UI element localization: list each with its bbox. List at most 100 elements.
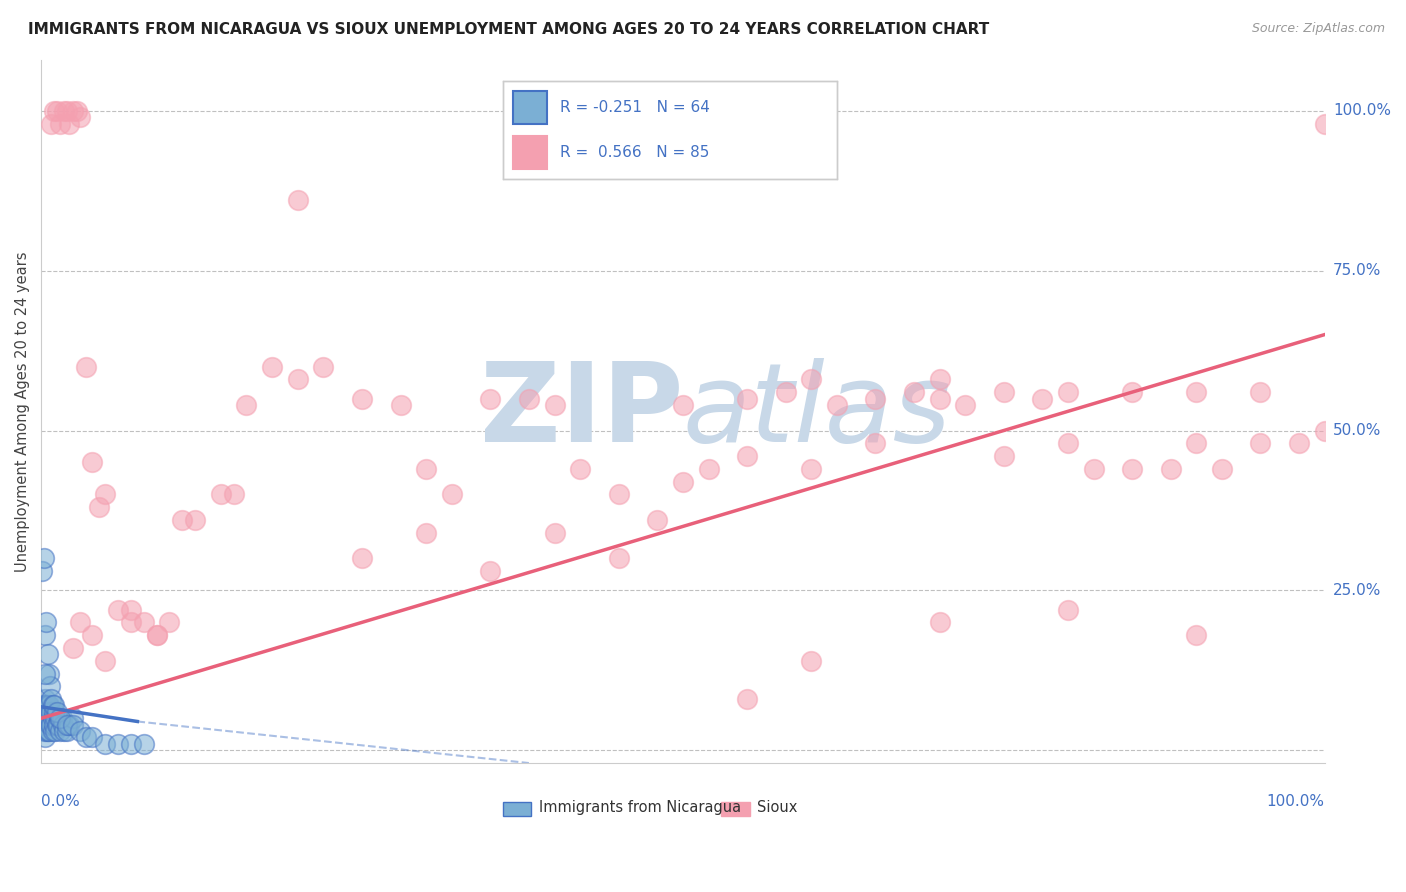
Point (62, 103, 84, 118)
Point (672, 475, 695, 489)
Point (132, 615, 155, 630)
Point (735, 692, 758, 706)
Point (35, 615, 58, 630)
Point (75, 359, 97, 374)
Point (32, 705, 55, 719)
Text: ZIP: ZIP (479, 358, 683, 465)
Point (350, 392, 373, 406)
Point (32, 698, 55, 713)
Point (94, 737, 117, 751)
Y-axis label: Unemployment Among Ages 20 to 24 years: Unemployment Among Ages 20 to 24 years (15, 251, 30, 572)
Point (928, 372, 950, 386)
Text: Immigrants from Nicaragua: Immigrants from Nicaragua (538, 800, 741, 815)
Text: 100.0%: 100.0% (1267, 794, 1324, 809)
Point (865, 392, 887, 406)
Point (262, 359, 284, 374)
Point (1288, 436, 1310, 450)
Point (1057, 602, 1080, 616)
Point (145, 628, 167, 642)
Point (34, 692, 56, 706)
Point (46, 717, 69, 731)
Point (993, 449, 1015, 463)
Point (62, 717, 84, 731)
Point (69, 724, 91, 739)
Point (31, 717, 53, 731)
Point (235, 398, 257, 412)
Text: atlas: atlas (683, 358, 952, 465)
Point (1160, 462, 1182, 476)
Point (58, 717, 80, 731)
Point (49, 724, 72, 739)
Point (45, 717, 67, 731)
Point (41, 698, 63, 713)
Point (49, 711, 72, 725)
Point (41, 705, 63, 719)
Point (48, 711, 70, 725)
Point (120, 615, 142, 630)
Point (37, 711, 59, 725)
Point (62, 711, 84, 725)
Point (184, 513, 207, 527)
Point (775, 385, 797, 400)
Point (159, 615, 181, 630)
Point (1313, 424, 1336, 438)
Point (39, 679, 62, 693)
Point (62, 640, 84, 655)
Point (39, 717, 62, 731)
Point (94, 487, 117, 501)
Point (35, 724, 58, 739)
Point (517, 392, 540, 406)
Point (82, 628, 104, 642)
Text: 0.0%: 0.0% (41, 794, 80, 809)
Point (31, 698, 53, 713)
Point (39, 705, 62, 719)
Point (120, 602, 142, 616)
Point (94, 654, 117, 668)
Point (52, 717, 75, 731)
Point (34, 666, 56, 681)
Point (312, 359, 335, 374)
Text: Source: ZipAtlas.com: Source: ZipAtlas.com (1251, 22, 1385, 36)
Point (1057, 385, 1080, 400)
Point (607, 551, 630, 566)
Point (800, 462, 823, 476)
Point (32, 711, 55, 725)
Point (1211, 462, 1233, 476)
Point (569, 462, 592, 476)
Point (222, 487, 245, 501)
Text: Sioux: Sioux (758, 800, 797, 815)
Point (697, 462, 720, 476)
Point (34, 717, 56, 731)
Point (172, 513, 194, 527)
Point (34, 705, 56, 719)
Point (69, 615, 91, 630)
Point (51, 711, 73, 725)
Point (42, 705, 65, 719)
Point (66, 103, 89, 118)
Point (865, 436, 887, 450)
Point (38, 666, 60, 681)
Point (35, 698, 58, 713)
Point (1083, 462, 1105, 476)
Point (44, 724, 66, 739)
Point (928, 392, 950, 406)
Point (42, 103, 65, 118)
Point (415, 525, 437, 540)
Point (209, 487, 232, 501)
Point (107, 602, 129, 616)
Point (1121, 385, 1143, 400)
Point (1250, 385, 1272, 400)
Point (53, 724, 76, 739)
Point (41, 117, 63, 131)
Point (49, 117, 72, 131)
Point (45, 705, 67, 719)
Point (543, 398, 565, 412)
Point (41, 711, 63, 725)
FancyBboxPatch shape (721, 802, 749, 816)
Point (42, 717, 65, 731)
Point (415, 462, 437, 476)
Point (44, 711, 66, 725)
Point (107, 737, 129, 751)
Point (645, 513, 668, 527)
Point (41, 724, 63, 739)
